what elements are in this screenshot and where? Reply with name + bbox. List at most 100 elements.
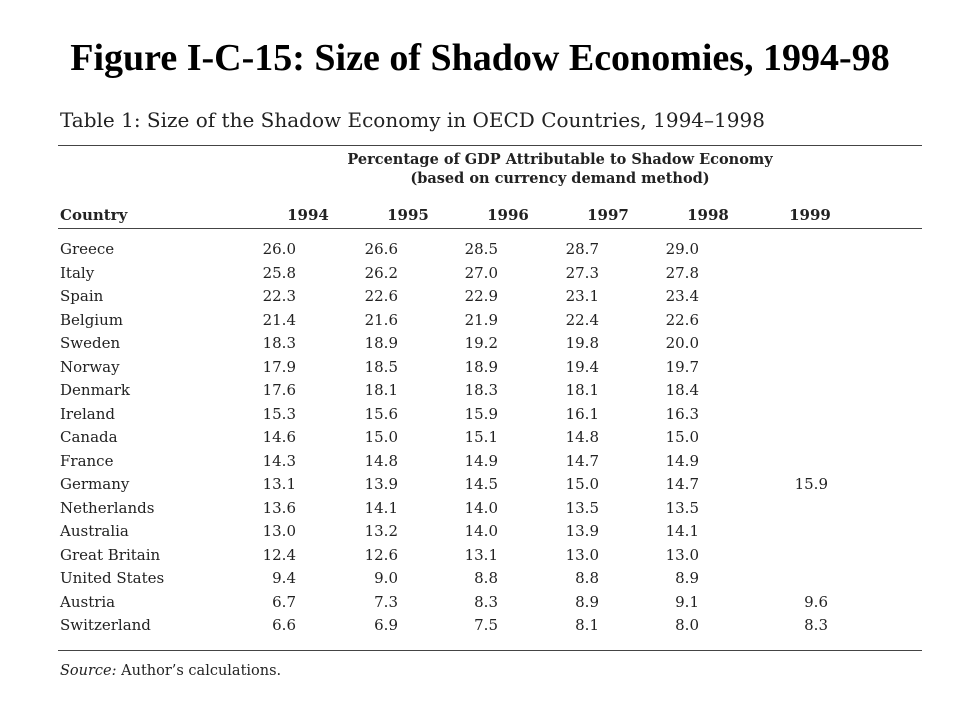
table-row: Austria 6.7 7.3 8.3 8.9 9.1 9.6: [0, 591, 960, 615]
table-row: Belgium 21.4 21.6 21.9 22.4 22.6: [0, 309, 960, 333]
value-cell: 14.3: [262, 451, 296, 470]
value-cell: 26.2: [364, 263, 398, 282]
value-cell: 6.7: [272, 592, 296, 611]
value-cell: 21.9: [464, 310, 498, 329]
value-cell: 9.4: [272, 569, 296, 587]
country-cell: Denmark: [60, 381, 130, 399]
value-cell: 8.3: [474, 592, 498, 611]
value-cell: 8.0: [675, 616, 699, 634]
value-cell: 21.4: [262, 310, 296, 329]
country-cell: Norway: [60, 357, 120, 376]
value-cell: 18.4: [665, 381, 699, 399]
value-cell: 14.7: [565, 451, 599, 470]
value-cell: 13.2: [364, 522, 398, 540]
value-cell: 14.1: [665, 522, 699, 540]
table-row: Great Britain 12.4 12.6 13.1 13.0 13.0: [0, 544, 960, 568]
value-cell: 23.1: [565, 287, 599, 305]
value-cell: 13.1: [464, 545, 498, 564]
spanner-line-2: (based on currency demand method): [410, 170, 710, 187]
value-cell: 19.7: [665, 357, 699, 376]
slide-title: Figure I-C-15: Size of Shadow Economies,…: [70, 37, 890, 79]
country-cell: Switzerland: [60, 616, 151, 634]
value-cell: 13.9: [565, 522, 599, 540]
table-row: Denmark 17.6 18.1 18.3 18.1 18.4: [0, 379, 960, 403]
value-cell: 22.4: [565, 310, 599, 329]
value-cell: 14.8: [565, 428, 599, 446]
value-cell: 14.9: [464, 451, 498, 470]
value-cell: 16.3: [665, 404, 699, 423]
value-cell: 27.0: [464, 263, 498, 282]
country-cell: Canada: [60, 428, 118, 446]
value-cell: 14.7: [665, 475, 699, 493]
country-cell: Sweden: [60, 334, 121, 352]
value-cell: 26.0: [262, 240, 296, 258]
value-cell: 22.6: [665, 310, 699, 329]
value-cell: 18.3: [464, 381, 498, 399]
value-cell: 14.0: [464, 522, 498, 540]
value-cell: 12.4: [262, 545, 296, 564]
value-cell: 19.8: [565, 334, 599, 352]
table-row: Switzerland 6.6 6.9 7.5 8.1 8.0 8.3: [0, 614, 960, 638]
value-cell: 15.0: [364, 428, 398, 446]
header-year-1997: 1997: [587, 206, 629, 224]
table-source-note: Source: Author’s calculations.: [60, 660, 281, 682]
value-cell: 15.1: [464, 428, 498, 446]
table-row: Sweden 18.3 18.9 19.2 19.8 20.0: [0, 332, 960, 356]
table-bottom-rule: [58, 650, 922, 651]
value-cell: 22.3: [262, 287, 296, 305]
table-top-rule: [58, 145, 922, 146]
value-cell: 13.0: [665, 545, 699, 564]
country-cell: Netherlands: [60, 498, 155, 517]
table-row: Netherlands 13.6 14.1 14.0 13.5 13.5: [0, 497, 960, 521]
table-row: Germany 13.1 13.9 14.5 15.0 14.7 15.9: [0, 473, 960, 497]
country-cell: Italy: [60, 263, 95, 282]
value-cell: 8.8: [575, 569, 599, 587]
value-cell: 18.3: [262, 334, 296, 352]
value-cell: 21.6: [364, 310, 398, 329]
table-row: Australia 13.0 13.2 14.0 13.9 14.1: [0, 520, 960, 544]
value-cell: 25.8: [262, 263, 296, 282]
value-cell: 14.8: [364, 451, 398, 470]
table-header-row: Country 1994 1995 1996 1997 1998 1999: [0, 203, 960, 227]
header-country: Country: [60, 206, 128, 224]
value-cell: 13.1: [262, 475, 296, 493]
value-cell: 7.5: [474, 616, 498, 634]
header-year-1994: 1994: [287, 206, 329, 224]
table-row: Canada 14.6 15.0 15.1 14.8 15.0: [0, 426, 960, 450]
value-cell: 15.0: [665, 428, 699, 446]
value-cell: 29.0: [665, 240, 699, 258]
value-cell: 13.0: [565, 545, 599, 564]
value-cell: 27.8: [665, 263, 699, 282]
value-cell: 14.1: [364, 498, 398, 517]
table-row: France 14.3 14.8 14.9 14.7 14.9: [0, 450, 960, 474]
country-cell: France: [60, 451, 114, 470]
value-cell: 18.9: [464, 357, 498, 376]
table-row: Norway 17.9 18.5 18.9 19.4 19.7: [0, 356, 960, 380]
country-cell: Belgium: [60, 310, 123, 329]
value-cell: 9.6: [804, 592, 828, 611]
value-cell: 17.9: [262, 357, 296, 376]
table-caption: Table 1: Size of the Shadow Economy in O…: [60, 108, 765, 132]
value-cell: 26.6: [364, 240, 398, 258]
value-cell: 15.0: [565, 475, 599, 493]
value-cell: 22.9: [464, 287, 498, 305]
value-cell: 17.6: [262, 381, 296, 399]
country-cell: Greece: [60, 240, 115, 258]
header-year-1996: 1996: [487, 206, 529, 224]
header-year-1998: 1998: [687, 206, 729, 224]
table-row: Ireland 15.3 15.6 15.9 16.1 16.3: [0, 403, 960, 427]
value-cell: 13.5: [565, 498, 599, 517]
value-cell: 18.5: [364, 357, 398, 376]
table-row: Italy 25.8 26.2 27.0 27.3 27.8: [0, 262, 960, 286]
value-cell: 8.9: [575, 592, 599, 611]
value-cell: 6.9: [374, 616, 398, 634]
value-cell: 13.0: [262, 522, 296, 540]
value-cell: 14.0: [464, 498, 498, 517]
table-header-rule: [58, 228, 922, 229]
value-cell: 18.9: [364, 334, 398, 352]
value-cell: 13.6: [262, 498, 296, 517]
value-cell: 27.3: [565, 263, 599, 282]
value-cell: 6.6: [272, 616, 296, 634]
value-cell: 16.1: [565, 404, 599, 423]
country-cell: Ireland: [60, 404, 115, 423]
